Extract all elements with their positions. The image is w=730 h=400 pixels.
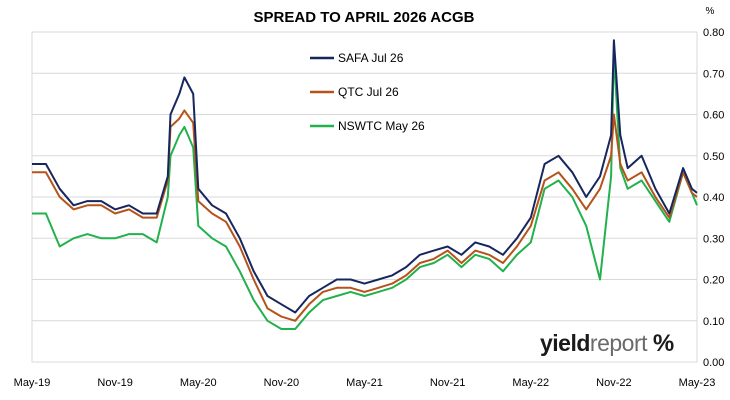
legend-label: NSWTC May 26 [338,119,425,133]
yieldreport-logo: yieldreport % [540,330,674,358]
logo-percent-mark: % [652,330,674,357]
series-lines [32,39,698,330]
legend: SAFA Jul 26 QTC Jul 26 NSWTC May 26 [310,51,425,133]
x-tick-label: May-22 [512,377,549,389]
series-line [32,51,698,330]
y-axis-unit: % [706,6,715,17]
x-tick-label: May-20 [180,377,217,389]
x-tick-label: Nov-19 [97,377,132,389]
series-line [32,39,698,314]
x-axis-ticks: May-19 Nov-19 May-20 Nov-20 May-21 Nov-21 May-… [14,377,716,389]
x-tick-label: May-21 [346,377,383,389]
y-tick-label: 0.50 [703,151,724,163]
legend-label: QTC Jul 26 [338,85,399,99]
legend-label: SAFA Jul 26 [338,51,404,65]
x-tick-label: Nov-20 [264,377,299,389]
x-tick-label: Nov-21 [430,377,465,389]
y-axis-ticks: 0.00 0.10 0.20 0.30 0.40 0.50 0.60 0.70 0.80 [703,27,724,369]
x-tick-label: May-19 [14,377,51,389]
y-tick-label: 0.10 [703,316,724,328]
series-line [32,109,698,322]
x-tick-label: Nov-22 [596,377,631,389]
logo-word-yield: yield [540,330,590,356]
y-tick-label: 0.20 [703,275,724,287]
y-tick-label: 0.70 [703,68,724,80]
y-tick-label: 0.30 [703,233,724,245]
chart-title: SPREAD TO APRIL 2026 ACGB [254,9,475,26]
logo-word-report: report [589,330,648,356]
x-tick-label: May-23 [679,377,716,389]
y-tick-label: 0.40 [703,192,724,204]
y-tick-label: 0.00 [703,357,724,369]
y-tick-label: 0.80 [703,27,724,39]
y-tick-label: 0.60 [703,110,724,122]
